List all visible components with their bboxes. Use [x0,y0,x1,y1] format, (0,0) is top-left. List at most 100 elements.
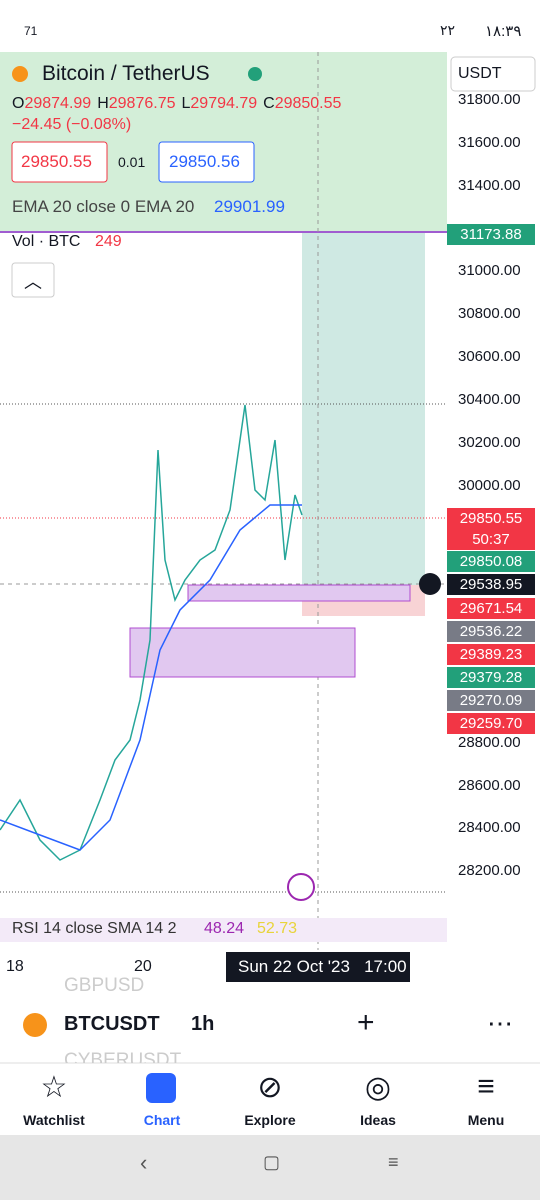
nav-icon: ⊘ [257,1071,283,1104]
back-button[interactable]: ‹ [140,1150,148,1175]
time-label: 20 [134,958,152,975]
market-status [248,67,262,81]
long-target-zone [302,232,425,585]
price-tick-label: 31000.00 [458,262,521,280]
price-tick-label: 30600.00 [458,348,521,366]
currency-select[interactable] [450,56,536,92]
price-tag: 29671.54 [447,598,535,619]
nav-item[interactable]: Chart [143,1112,181,1128]
price-tag-label: 31173.88 [460,226,522,243]
symbol[interactable]: BTCUSDT [64,1013,160,1035]
rsi-sma: 52.73 [257,920,298,937]
symbol-title: Bitcoin / TetherUS [42,62,210,85]
crosshair-plus[interactable] [419,573,441,595]
price-tick-label: 31600.00 [458,133,521,151]
battery: 71 [24,24,38,38]
price-tag: 29389.23 [447,644,535,665]
recents-button[interactable]: ≡ [388,1152,399,1172]
price-tag-countdown: 50:37 [472,531,510,548]
ghost-symbol: CYBERUSDT [64,1050,182,1063]
ema-path [0,504,302,851]
price-tag-label: 29671.54 [459,600,523,617]
change: −24.45 (−0.08%) [12,116,132,133]
price-tag-label: 29850.55 [459,510,523,527]
price-tick-label: 28200.00 [458,862,521,880]
bid[interactable]: 29850.55 [21,152,92,171]
nav-item[interactable]: Explore [244,1112,296,1128]
collapse-button[interactable] [11,262,55,298]
crosshair-time: Sun 22 Oct '23 17:00 [238,957,407,976]
nav-item[interactable]: Menu [467,1112,505,1128]
price-tag: 29379.28 [447,667,535,688]
price-tag: 29850.08 [447,551,535,572]
price-tag-label: 29536.22 [459,623,523,640]
price-tag: 31173.88 [447,224,535,245]
ohlc-key: C [263,95,275,112]
time-badge [226,952,410,982]
price-tag: 29850.55 50:37 [447,508,535,550]
price-tick-label: 30200.00 [458,433,521,451]
rsi-value: 48.24 [204,920,245,937]
price-tag: 29270.09 [447,690,535,711]
ohlc-key: H [97,95,109,112]
ema-label: EMA 20 close 0 EMA 20 [12,197,195,216]
price-tick-label: 28800.00 [458,733,521,751]
vol-value: 249 [95,233,122,250]
ohlc-key: O [12,95,25,112]
collapse-icon[interactable]: ︿ [24,272,42,292]
nav-item[interactable]: Watchlist [23,1112,85,1128]
coin-icon [12,66,28,82]
time-label: 18 [6,958,24,975]
ohlc-value: 29874.99 [24,95,92,112]
ohlc-value: 29850.55 [274,95,342,112]
price-tag-label: 29850.08 [459,553,523,570]
price-tag-label: 29538.95 [459,576,523,593]
buy-button[interactable] [158,141,255,183]
zone-box [187,584,411,602]
price-tag: 29536.22 [447,621,535,642]
price-tick-label: 31800.00 [458,91,521,108]
price-path [0,404,303,861]
interval[interactable]: 1h [191,1013,215,1035]
price-tick-label: 31400.00 [458,176,521,194]
ohlc-value: 29794.79 [190,95,258,112]
rsi-label: RSI 14 close SMA 14 2 [12,920,177,937]
nav-item[interactable]: Ideas [360,1112,396,1128]
ohlc: O29874.99 H29876.75 L29794.79 C29850.55 [12,95,341,113]
nav-icon: ≡ [477,1070,495,1103]
ohlc-key: L [181,95,191,112]
ema-value: 29901.99 [214,197,285,216]
price-tag-label: 29259.70 [459,715,523,732]
price-tick-label: 28400.00 [458,819,521,837]
sell-button[interactable] [11,141,108,183]
alert-button[interactable] [287,873,315,901]
ask[interactable]: 29850.56 [169,152,240,171]
home-button[interactable]: ▢ [263,1152,281,1172]
price-tick-label: 30000.00 [458,476,521,494]
ghost-symbol: GBPUSD [64,975,145,996]
price-tag: 29538.95 [447,574,535,595]
currency[interactable]: USDT [458,65,502,82]
price-tick-label: 28600.00 [458,776,521,794]
price-tag-label: 29389.23 [459,646,523,663]
more-button[interactable]: ⋯ [487,1008,513,1038]
price-tag: 29259.70 [447,713,535,734]
ohlc-value: 29876.75 [108,95,176,112]
spread: 0.01 [118,154,146,170]
price-tag-label: 29270.09 [459,692,523,709]
nav-icon-active [146,1073,176,1103]
price-tag-label: 29379.28 [459,669,523,686]
clock: ۱۸:۳۹ [485,23,522,40]
badge: ۲۲ [440,22,456,38]
zone-box [129,627,356,678]
nav-icon: ☆ [40,1071,68,1104]
rsi-pane [0,918,447,942]
system-bar [0,1135,540,1200]
nav-icon: ◎ [364,1071,392,1104]
price-tick-label: 30400.00 [458,390,521,408]
add-button[interactable]: + [357,1006,375,1039]
price-tick-label: 30800.00 [458,305,521,323]
coin-icon [23,1013,47,1037]
